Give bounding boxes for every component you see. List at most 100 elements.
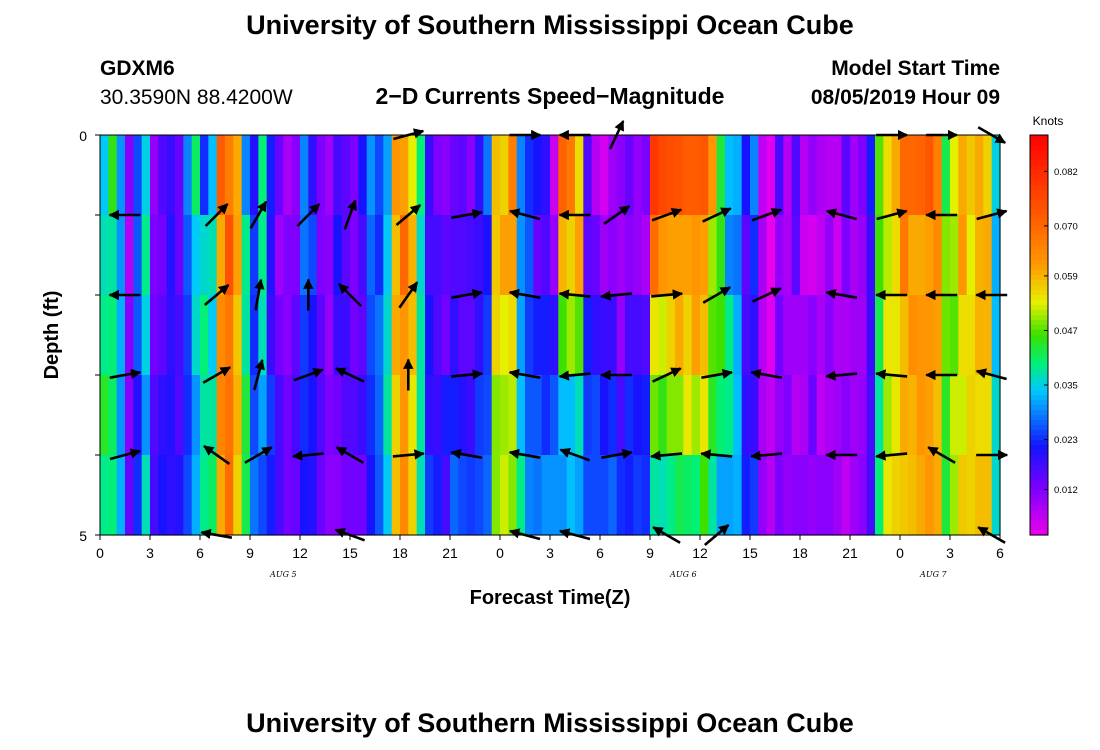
colorbar-swatch: [1030, 520, 1048, 526]
heatmap-cell: [191, 455, 201, 536]
colorbar-unit: Knots: [1033, 114, 1064, 128]
heatmap-cell: [350, 295, 359, 376]
heatmap-cell: [666, 135, 676, 216]
current-arrow: [603, 205, 631, 225]
current-arrow: [825, 370, 858, 381]
heatmap-cell: [125, 375, 134, 456]
colorbar-swatch: [1030, 480, 1048, 486]
heatmap-cell: [458, 295, 468, 376]
current-arrow: [751, 208, 783, 222]
heatmap-cell: [283, 135, 293, 216]
heatmap-cell: [550, 455, 559, 536]
heatmap-cell: [425, 135, 434, 216]
heatmap-cell: [133, 375, 143, 456]
heatmap-cell: [783, 455, 793, 536]
heatmap-cell: [850, 295, 859, 376]
heatmap-cell: [675, 295, 684, 376]
x-tick-label: 0: [496, 545, 504, 561]
heatmap-cell: [408, 135, 418, 216]
heatmap-cell: [208, 375, 218, 456]
heatmap-cell: [250, 135, 259, 216]
heatmap-cell: [458, 215, 468, 296]
heatmap-cell: [441, 375, 451, 456]
heatmap-cell: [716, 295, 726, 376]
heatmap-cell: [391, 455, 401, 536]
current-arrow: [451, 369, 484, 380]
heatmap-cell: [716, 215, 726, 296]
heatmap-cell: [716, 135, 726, 216]
heatmap-cell: [883, 135, 893, 216]
colorbar-swatch: [1030, 465, 1048, 471]
heatmap-cell: [400, 215, 409, 296]
heatmap-cell: [166, 295, 176, 376]
heatmap-cell: [558, 295, 568, 376]
heatmap-cell: [508, 215, 518, 296]
current-arrow: [451, 208, 483, 220]
heatmap-cell: [233, 215, 243, 296]
heatmap-cell: [341, 295, 351, 376]
heatmap-cell: [408, 295, 418, 376]
heatmap-cell: [366, 295, 376, 376]
current-arrow: [204, 203, 229, 227]
heatmap-cell: [316, 295, 326, 376]
heatmap-cell: [183, 455, 193, 536]
heatmap-cell: [108, 455, 118, 536]
heatmap-cell: [716, 455, 726, 536]
heatmap-cell: [441, 295, 451, 376]
colorbar-swatch: [1030, 265, 1048, 271]
heatmap-cell: [941, 295, 951, 376]
heatmap-cell: [450, 135, 459, 216]
heatmap-cell: [350, 215, 359, 296]
current-arrow: [752, 287, 782, 303]
heatmap-cell: [483, 375, 493, 456]
heatmap-cell: [508, 455, 518, 536]
heatmap-cell: [800, 135, 809, 216]
heatmap-cell: [883, 215, 893, 296]
heatmap-cell: [125, 215, 134, 296]
heatmap-cell: [783, 375, 793, 456]
heatmap-cell: [308, 295, 318, 376]
heatmap-cell: [641, 215, 651, 296]
heatmap-cell: [233, 455, 243, 536]
heatmap-cell: [591, 295, 601, 376]
heatmap-cell: [200, 455, 209, 536]
heatmap-cell: [141, 295, 151, 376]
heatmap-cells: [100, 135, 1001, 536]
heatmap-cell: [950, 455, 959, 536]
current-arrow: [253, 358, 265, 391]
heatmap-cell: [741, 135, 751, 216]
x-tick-label: 0: [896, 545, 904, 561]
colorbar-swatch: [1030, 190, 1048, 196]
colorbar-swatch: [1030, 420, 1048, 426]
heatmap-cell: [816, 135, 826, 216]
colorbar-frame: [1029, 134, 1049, 536]
current-arrow: [508, 288, 541, 300]
colorbar-swatch: [1030, 150, 1048, 156]
colorbar-swatch: [1030, 215, 1048, 221]
heatmap-cell: [933, 375, 943, 456]
heatmap-cell: [933, 135, 943, 216]
heatmap-cell: [650, 135, 659, 216]
colorbar-swatch: [1030, 450, 1048, 456]
heatmap-cell: [758, 215, 768, 296]
heatmap-cell: [641, 455, 651, 536]
heatmap-cell: [366, 455, 376, 536]
heatmap-cell: [150, 375, 159, 456]
current-arrow: [927, 446, 956, 464]
heatmap-cell: [916, 215, 926, 296]
current-arrow: [451, 288, 483, 300]
heatmap-cell: [283, 215, 293, 296]
heatmap-cell: [500, 455, 509, 536]
footer-title: University of Southern Mississippi Ocean…: [246, 708, 854, 738]
colorbar-swatch: [1030, 475, 1048, 481]
colorbar-swatch: [1030, 250, 1048, 256]
heatmap-cell: [833, 135, 843, 216]
colorbar-swatch: [1030, 360, 1048, 366]
colorbar-swatch: [1030, 305, 1048, 311]
heatmap-cell: [200, 135, 209, 216]
colorbar-swatch: [1030, 365, 1048, 371]
heatmap-cell: [850, 455, 859, 536]
heatmap-cell: [275, 375, 284, 456]
heatmap-cell: [458, 135, 468, 216]
heatmap-cell: [466, 135, 476, 216]
